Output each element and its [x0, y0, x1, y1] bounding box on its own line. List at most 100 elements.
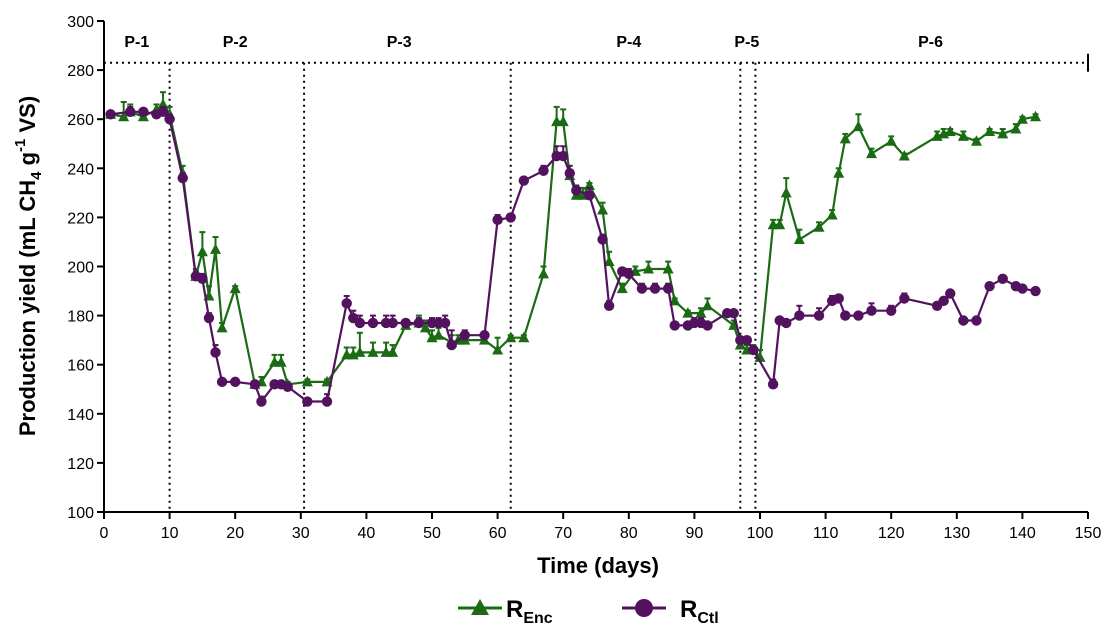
data-point: [157, 106, 169, 118]
data-point: [492, 214, 503, 226]
series-enc: [105, 91, 1042, 389]
data-point: [774, 218, 786, 230]
data-point: [852, 120, 864, 132]
data-point: [898, 150, 910, 161]
legend-item-enc: REnc: [458, 596, 553, 627]
data-point: [748, 344, 759, 356]
data-point: [557, 115, 569, 127]
data-point: [603, 255, 615, 267]
data-point: [105, 109, 116, 120]
data-point: [558, 150, 569, 162]
data-point: [518, 331, 530, 343]
y-tick-label: 120: [67, 456, 94, 473]
data-point: [662, 262, 674, 274]
data-point: [826, 208, 838, 220]
data-point: [125, 106, 136, 118]
data-point: [839, 132, 851, 144]
axes: [103, 21, 1089, 513]
legend-label-enc: REnc: [506, 596, 553, 627]
data-point: [853, 310, 864, 321]
data-point: [781, 317, 792, 329]
x-tick-label: 130: [943, 525, 970, 542]
data-point: [813, 310, 825, 321]
data-point: [367, 346, 379, 357]
phase-annotations: P-1 P-2 P-3 P-4 P-5 P-6: [104, 34, 1088, 512]
data-point: [479, 330, 490, 341]
data-point: [505, 331, 517, 343]
data-point: [958, 315, 969, 326]
y-axis-title-mid: g: [15, 152, 40, 172]
data-point: [636, 283, 648, 294]
x-tick-label: 80: [620, 525, 638, 542]
y-axis-title-end: VS): [15, 96, 40, 139]
data-point: [695, 307, 707, 318]
data-point: [301, 375, 313, 387]
data-point: [216, 321, 228, 333]
x-tick-label: 40: [358, 525, 376, 542]
data-point: [669, 294, 681, 306]
x-tick-label: 20: [226, 525, 244, 542]
data-point: [492, 343, 504, 355]
phase-label: P-3: [387, 34, 412, 51]
x-tick-label: 0: [100, 525, 109, 542]
x-axis-title: Time (days): [537, 553, 659, 578]
data-point: [210, 243, 222, 254]
data-point: [321, 396, 333, 407]
data-point: [1016, 113, 1028, 124]
data-point: [793, 233, 805, 244]
data-point: [813, 221, 825, 232]
data-point: [341, 298, 352, 309]
data-point: [662, 283, 674, 294]
y-axis-title-main: Production yield (mL CH: [15, 180, 40, 436]
data-point: [118, 110, 130, 122]
data-point: [354, 317, 366, 329]
y-axis-title: Production yield (mL CH4 g-1 VS): [12, 96, 45, 436]
data-point: [866, 147, 878, 159]
legend-label-enc-sub: Enc: [523, 610, 552, 627]
x-tick-label: 60: [489, 525, 507, 542]
data-point: [997, 273, 1008, 284]
x-tick-label: 90: [686, 525, 704, 542]
data-point: [138, 106, 149, 118]
legend-marker-circle: [635, 599, 653, 617]
x-tick-label: 70: [554, 525, 572, 542]
data-point: [210, 347, 221, 358]
y-tick-label: 220: [67, 210, 94, 227]
x-tick-label: 10: [161, 525, 179, 542]
data-point: [197, 273, 208, 284]
data-point: [164, 114, 175, 125]
data-point: [433, 329, 445, 340]
data-point: [885, 135, 897, 146]
data-point: [649, 283, 661, 294]
data-point: [282, 381, 293, 392]
data-point: [538, 267, 550, 279]
data-point: [538, 165, 549, 176]
y-axis-title-sup: -1: [12, 139, 29, 152]
data-point: [623, 268, 634, 280]
data-point: [886, 305, 897, 316]
data-point: [1030, 285, 1041, 297]
data-point: [229, 282, 241, 294]
data-point: [571, 185, 582, 196]
data-point: [728, 307, 739, 319]
data-point: [945, 288, 956, 299]
data-point: [669, 320, 680, 331]
x-tick-label: 140: [1009, 525, 1036, 542]
data-point: [177, 172, 188, 184]
data-point: [944, 125, 956, 136]
y-ticks: 100 120 140 160 180 200 220 240 260 280 300: [67, 14, 104, 522]
data-point: [866, 305, 877, 316]
phase-label: P-6: [918, 34, 943, 51]
y-tick-label: 180: [67, 309, 94, 326]
data-point: [597, 204, 609, 215]
x-tick-label: 100: [747, 525, 774, 542]
data-point: [616, 282, 628, 294]
data-point: [518, 175, 530, 186]
data-point: [1010, 123, 1022, 134]
y-tick-label: 160: [67, 358, 94, 375]
phase-label: P-5: [734, 34, 759, 51]
x-tick-label: 150: [1075, 525, 1102, 542]
data-point: [1030, 110, 1042, 122]
y-tick-label: 300: [67, 14, 94, 31]
data-point: [505, 212, 516, 223]
